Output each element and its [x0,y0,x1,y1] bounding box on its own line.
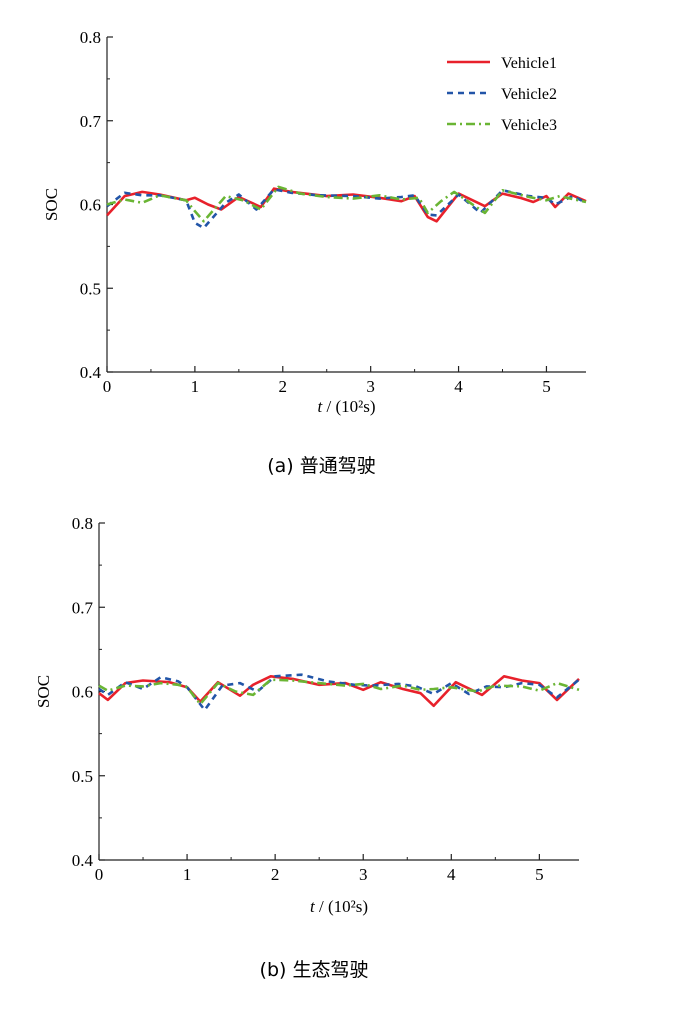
y-axis-label: SOC [42,188,61,221]
legend: Vehicle1 Vehicle2 Vehicle3 [447,55,557,134]
x-tick-label: 4 [454,377,463,396]
x-axis-label: t / (10²s) [318,397,376,416]
y-tick-label: 0.4 [80,363,102,382]
chart-caption: (a) 普通驾驶 [267,455,376,477]
y-tick-label: 0.6 [80,196,101,215]
y-tick-label: 0.7 [80,112,102,131]
x-axis-label-unit: / (10²s) [315,897,368,916]
x-tick-label: 3 [359,865,368,884]
x-tick-label: 2 [279,377,288,396]
x-tick-label: 1 [183,865,192,884]
series-line-vehicle2 [106,188,587,230]
y-axis-label: SOC [34,675,53,708]
series-line-vehicle2 [98,673,580,712]
y-tick-label: 0.8 [72,514,93,533]
x-axis-label-var: t [318,397,324,416]
series-line-vehicle3 [98,678,580,706]
x-tick-label: 5 [542,377,551,396]
x-tick-label: 0 [103,377,112,396]
series-line-vehicle1 [98,674,580,708]
chart-caption: (b) 生态驾驶 [260,959,369,981]
x-tick-label: 1 [191,377,200,396]
y-tick-label: 0.6 [72,683,93,702]
chart-a: 0.4 0.5 0.6 0.7 0.8 0 1 2 3 4 5 SOC t / (10²s) (a) 普通… [42,28,587,477]
y-tick-label: 0.8 [80,28,101,47]
legend-label: Vehicle3 [501,117,557,134]
x-axis-label: t / (10²s) [310,897,368,916]
x-tick-label: 3 [366,377,375,396]
y-tick-label: 0.7 [72,598,94,617]
y-tick-label: 0.4 [72,851,94,870]
y-tick-label: 0.5 [72,767,93,786]
legend-label: Vehicle1 [501,55,557,72]
x-tick-label: 2 [271,865,280,884]
x-tick-label: 0 [95,865,104,884]
x-tick-label: 5 [535,865,544,884]
legend-label: Vehicle2 [501,86,557,103]
x-axis-label-unit: / (10²s) [322,397,375,416]
x-axis-label-var: t [310,897,316,916]
x-tick-label: 4 [447,865,456,884]
chart-b: 0.4 0.5 0.6 0.7 0.8 0 1 2 3 4 5 SOC t / (10²s) (b) 生态… [34,514,580,981]
y-tick-label: 0.5 [80,279,101,298]
series-line-vehicle3 [106,185,587,223]
